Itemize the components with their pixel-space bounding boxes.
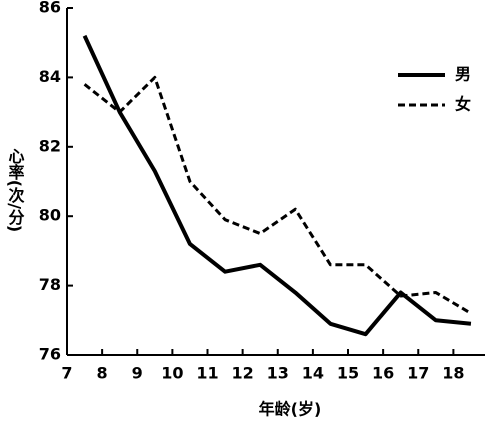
y-tick-label: 78 (39, 275, 61, 294)
legend-label: 女 (455, 95, 471, 114)
x-tick-label: 14 (302, 364, 324, 383)
x-tick-label: 13 (267, 364, 289, 383)
x-axis-label: 年龄(岁) (259, 400, 322, 419)
y-tick-label: 76 (39, 345, 61, 364)
y-axis-label: 心率(次/分) (6, 148, 25, 232)
x-tick-label: 8 (97, 364, 108, 383)
y-tick-label: 84 (39, 67, 61, 86)
x-tick-label: 10 (161, 364, 183, 383)
x-tick-label: 9 (132, 364, 143, 383)
y-tick-label: 82 (39, 136, 61, 155)
x-tick-label: 7 (61, 364, 72, 383)
y-tick-label: 86 (39, 0, 61, 17)
x-tick-label: 11 (196, 364, 218, 383)
x-tick-label: 18 (442, 364, 464, 383)
x-tick-label: 17 (407, 364, 429, 383)
series-line (83, 75, 472, 315)
y-tick-label: 80 (39, 206, 61, 225)
legend-label: 男 (455, 65, 471, 84)
series-line (82, 34, 472, 337)
x-tick-label: 15 (337, 364, 359, 383)
x-tick-label: 16 (372, 364, 394, 383)
x-tick-label: 12 (231, 364, 253, 383)
